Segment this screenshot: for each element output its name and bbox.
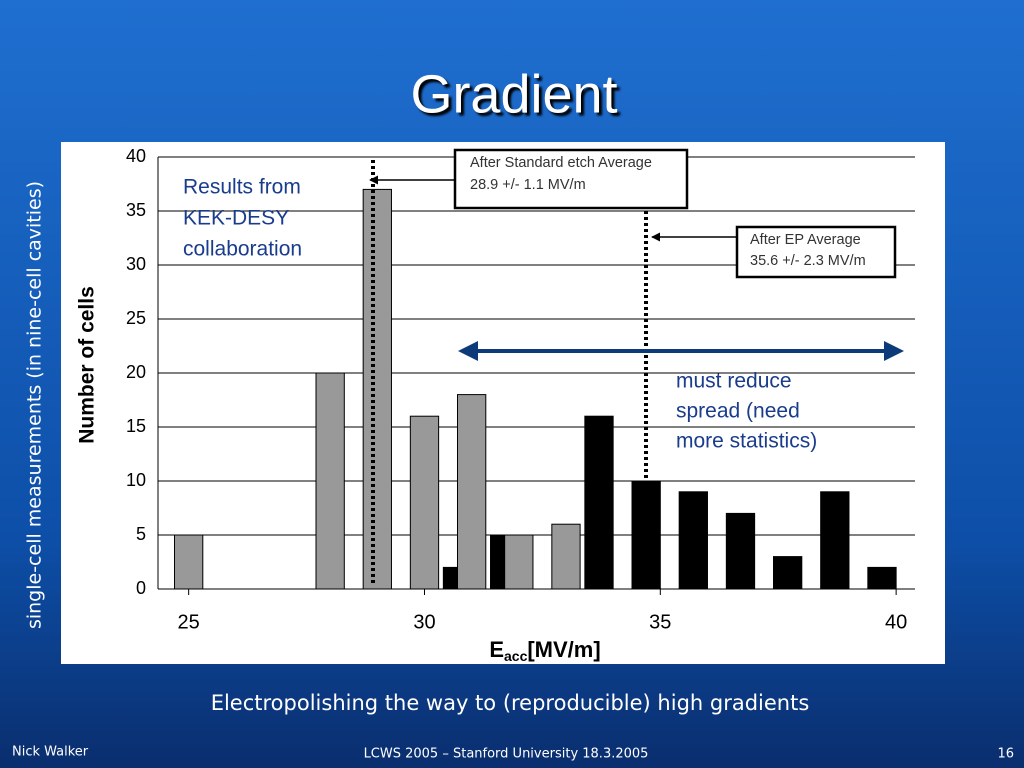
y-tick-label: 35 [126, 200, 146, 220]
bar [820, 491, 850, 590]
y-tick-label: 25 [126, 308, 146, 328]
x-tick-label: 40 [885, 611, 907, 633]
y-axis-title: Number of cells [76, 286, 99, 444]
y-tick-label: 15 [126, 416, 146, 436]
annotation-text: After EP Average [750, 232, 861, 248]
chart: 0 5 10 15 20 25 30 35 40 25 30 35 40 Number of cells E… [76, 146, 915, 664]
y-tick-label: 10 [126, 470, 146, 490]
annotation-text: 35.6 +/- 2.3 MV/m [750, 253, 866, 269]
bar [678, 491, 708, 590]
footer-author: Nick Walker [12, 745, 89, 760]
footer-page: 16 [997, 747, 1014, 762]
y-tick-label: 5 [136, 524, 146, 544]
annotation-box [453, 148, 689, 210]
bar [456, 394, 487, 590]
y-tick-label: 20 [126, 362, 146, 382]
annotation-text: collaboration [183, 238, 302, 261]
annotation-text: 28.9 +/- 1.1 MV/m [470, 177, 586, 193]
bar [725, 512, 756, 590]
bar [551, 523, 581, 590]
bar [174, 534, 204, 590]
bar [504, 534, 534, 590]
y-tick-label: 0 [136, 578, 146, 598]
annotation-box [735, 225, 897, 279]
x-axis-title-main: E [489, 637, 504, 662]
bar [315, 372, 345, 590]
annotation-text: more statistics) [676, 430, 817, 453]
bar [584, 415, 614, 590]
slide-title: Gradient [410, 64, 617, 124]
x-tick-label: 25 [178, 611, 200, 633]
bar [631, 480, 661, 590]
annotation-text: Results from [183, 176, 301, 199]
side-label: single-cell measurements (in nine-cell c… [24, 181, 46, 629]
y-tick-label: 40 [126, 146, 146, 166]
annotation-text: KEK-DESY [183, 207, 289, 230]
footer-event: LCWS 2005 – Stanford University 18.3.200… [364, 747, 649, 762]
caption: Electropolishing the way to (reproducibl… [211, 691, 810, 715]
annotation-text: must reduce [676, 370, 792, 393]
bar [867, 566, 897, 590]
y-tick-label: 30 [126, 254, 146, 274]
bar [409, 415, 440, 590]
x-axis-title: Eacc[MV/m] [489, 637, 600, 664]
bar [773, 556, 803, 590]
annotation-text: After Standard etch Average [470, 155, 652, 171]
annotation-text: spread (need [676, 400, 800, 423]
x-tick-label: 30 [413, 611, 435, 633]
x-axis-title-sub: acc [504, 648, 528, 664]
x-tick-label: 35 [649, 611, 671, 633]
bar [362, 188, 392, 590]
x-axis-title-unit: [MV/m] [527, 637, 600, 662]
